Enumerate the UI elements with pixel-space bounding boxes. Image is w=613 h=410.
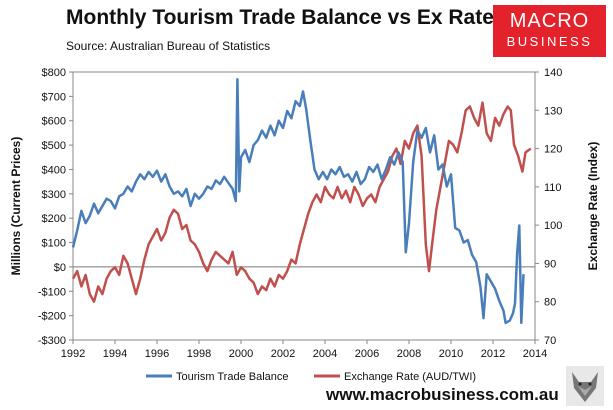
y-left-tick-label: $500 (42, 140, 66, 152)
y-right-tick-label: 80 (544, 297, 556, 309)
y-axis-right-ticks: 140 130 120 110 100 90 80 70 (535, 67, 562, 347)
y-left-tick-label: $400 (42, 164, 66, 176)
y-right-tick-label: 140 (544, 67, 562, 79)
y-right-tick-label: 70 (544, 335, 556, 347)
y-right-tick-label: 130 (544, 105, 562, 117)
x-tick-label: 2010 (439, 348, 463, 360)
y-right-tick-label: 100 (544, 220, 562, 232)
y-left-tick-label: $100 (42, 238, 66, 250)
y-axis-left-label: Millions (Current Prices) (9, 137, 23, 276)
series-line-tourism-trade-balance (71, 78, 525, 325)
wolf-logo-icon (566, 366, 604, 406)
series-line-exchange-rate (71, 101, 532, 303)
plot-area-border (72, 71, 536, 341)
y-left-tick-label: -$200 (38, 311, 66, 323)
y-right-tick-label: 120 (544, 144, 562, 156)
x-tick-label: 2012 (481, 348, 505, 360)
x-tick-label: 2004 (313, 348, 337, 360)
logo-line-2: BUSINESS (506, 34, 593, 49)
x-tick-label: 1998 (187, 348, 211, 360)
chart-title: Monthly Tourism Trade Balance vs Ex Rate (66, 6, 494, 29)
legend-label-tourism: Tourism Trade Balance (176, 371, 289, 383)
legend-label-exchange: Exchange Rate (AUD/TWI) (344, 371, 476, 383)
x-tick-label: 2002 (271, 348, 295, 360)
y-left-tick-label: $800 (42, 67, 66, 79)
y-axis-right-label: Exchange Rate (Index) (586, 142, 600, 271)
y-right-tick-label: 110 (544, 182, 562, 194)
x-tick-label: 2008 (397, 348, 421, 360)
y-left-tick-label: $0 (54, 262, 66, 274)
legend: Tourism Trade Balance Exchange Rate (AUD… (146, 371, 476, 383)
y-left-tick-label: $600 (42, 116, 66, 128)
logo-line-1: MACRO (509, 10, 590, 32)
x-tick-label: 1996 (145, 348, 169, 360)
y-left-tick-label: $200 (42, 213, 66, 225)
x-tick-label: 2000 (229, 348, 253, 360)
y-left-tick-label: $300 (42, 189, 66, 201)
x-tick-label: 1994 (103, 348, 127, 360)
x-tick-label: 2006 (355, 348, 379, 360)
y-right-tick-label: 90 (544, 258, 556, 270)
series-group (71, 78, 532, 325)
x-tick-label: 1992 (61, 348, 85, 360)
x-axis-ticks: 1992 1994 1996 1998 2000 2002 2004 2006 2008 2010… (61, 340, 547, 360)
brand-logo: MACRO BUSINESS (493, 5, 606, 57)
y-left-tick-label: $700 (42, 91, 66, 103)
y-left-tick-label: -$300 (38, 335, 66, 347)
x-tick-label: 2014 (523, 348, 547, 360)
y-left-tick-label: -$100 (38, 286, 66, 298)
website-url: www.macrobusiness.com.au (326, 385, 559, 404)
chart-subtitle: Source: Australian Bureau of Statistics (66, 39, 271, 53)
y-axis-left-ticks: $800 $700 $600 $500 $400 $300 $200 $100 $0 -$100 -… (38, 67, 73, 347)
